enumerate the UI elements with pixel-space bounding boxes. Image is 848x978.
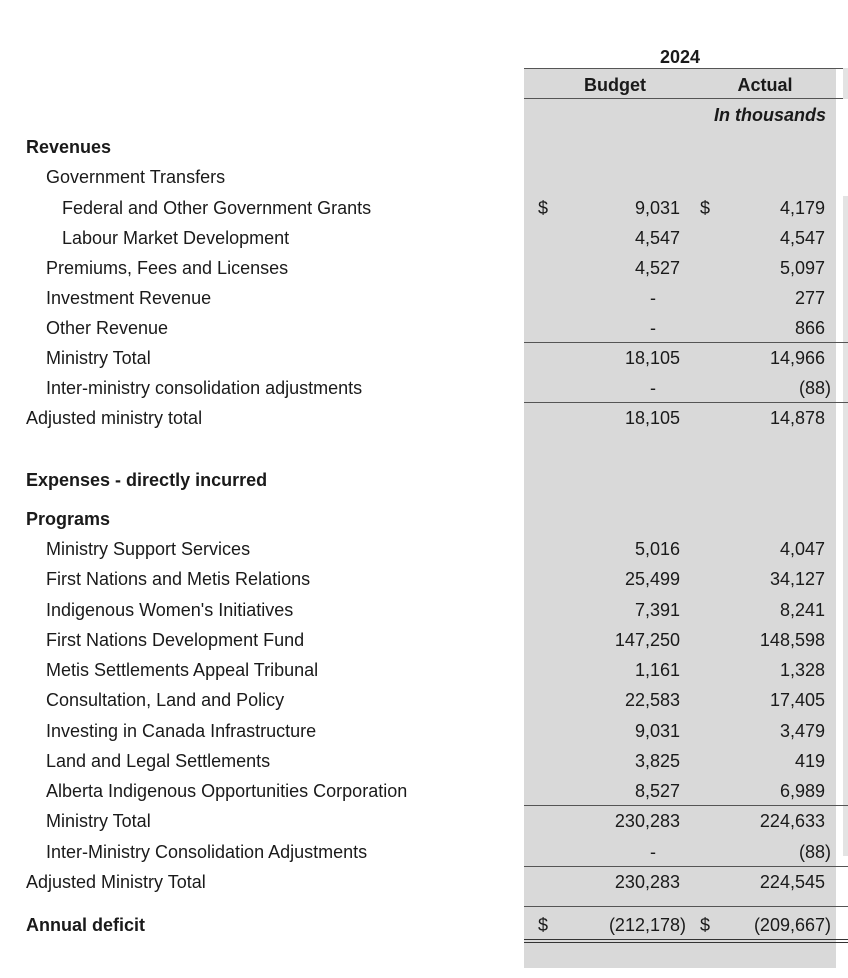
budget-value: - <box>650 842 656 862</box>
currency-symbol: $ <box>700 915 711 935</box>
actual-value: 34,127 <box>769 569 825 589</box>
row-label: Other Revenue <box>46 318 169 338</box>
subtotal-rule <box>524 805 848 806</box>
actual-value: 4,047 <box>779 539 825 559</box>
next-column-edge <box>843 196 848 856</box>
budget-value: 4,527 <box>634 258 680 278</box>
double-underline-upper <box>524 939 848 940</box>
row-label: Premiums, Fees and Licenses <box>46 258 289 278</box>
section-heading-programs: Programs <box>26 509 111 529</box>
actual-value: 8,241 <box>779 600 825 620</box>
actual-value: 3,479 <box>779 721 825 741</box>
budget-value: 8,527 <box>634 781 680 801</box>
section-heading-revenues: Revenues <box>26 137 112 157</box>
section-heading-expenses: Expenses - directly incurred <box>26 470 268 490</box>
budget-value: (212,178) <box>608 915 686 935</box>
actual-value: 5,097 <box>779 258 825 278</box>
budget-value: 9,031 <box>634 198 680 218</box>
actual-value: 4,547 <box>779 228 825 248</box>
budget-value: - <box>650 288 656 308</box>
budget-column-header: Budget <box>584 75 646 95</box>
currency-symbol: $ <box>700 198 711 218</box>
budget-value: 18,105 <box>624 408 680 428</box>
budget-value: 25,499 <box>624 569 680 589</box>
budget-value: - <box>650 318 656 338</box>
row-label: Land and Legal Settlements <box>46 751 271 771</box>
row-label: First Nations and Metis Relations <box>46 569 311 589</box>
actual-value: 17,405 <box>769 690 825 710</box>
next-column-edge <box>843 68 848 99</box>
actual-value: 6,989 <box>779 781 825 801</box>
budget-value: 1,161 <box>634 660 680 680</box>
currency-symbol: $ <box>538 198 549 218</box>
year-underline <box>524 68 848 69</box>
subtotal-rule <box>524 342 848 343</box>
actual-value: 14,966 <box>769 348 825 368</box>
units-note: In thousands <box>714 105 826 125</box>
row-label: Adjusted ministry total <box>26 408 203 428</box>
actual-value: 224,633 <box>759 811 825 831</box>
actual-value: 866 <box>794 318 825 338</box>
row-label: Investment Revenue <box>46 288 212 308</box>
actual-value: (88) <box>798 378 831 398</box>
budget-value: 147,250 <box>614 630 680 650</box>
row-label: Ministry Support Services <box>46 539 251 559</box>
budget-value: 22,583 <box>624 690 680 710</box>
actual-value: 4,179 <box>779 198 825 218</box>
budget-value: 5,016 <box>634 539 680 559</box>
budget-value: 3,825 <box>634 751 680 771</box>
actual-column-header: Actual <box>737 75 793 95</box>
budget-value: 9,031 <box>634 721 680 741</box>
double-underline-lower <box>524 942 848 943</box>
row-label: Metis Settlements Appeal Tribunal <box>46 660 319 680</box>
total-rule <box>524 866 848 867</box>
budget-value: 230,283 <box>614 811 680 831</box>
row-label-annual-deficit: Annual deficit <box>26 915 146 935</box>
row-label: Government Transfers <box>46 167 226 187</box>
currency-symbol: $ <box>538 915 549 935</box>
budget-value: 230,283 <box>614 872 680 892</box>
row-label: First Nations Development Fund <box>46 630 305 650</box>
data-column-shading <box>524 68 836 968</box>
row-label: Federal and Other Government Grants <box>62 198 372 218</box>
row-label: Inter-Ministry Consolidation Adjustments <box>46 842 368 862</box>
actual-value: 224,545 <box>759 872 825 892</box>
row-label: Consultation, Land and Policy <box>46 690 285 710</box>
total-rule <box>524 402 848 403</box>
row-label: Adjusted Ministry Total <box>26 872 206 892</box>
deficit-top-rule <box>524 906 848 907</box>
row-label: Investing in Canada Infrastructure <box>46 721 317 741</box>
actual-value: 14,878 <box>769 408 825 428</box>
budget-value: - <box>650 378 656 398</box>
budget-value: 4,547 <box>634 228 680 248</box>
row-label: Ministry Total <box>46 348 151 368</box>
header-underline <box>524 98 848 99</box>
row-label: Alberta Indigenous Opportunities Corpora… <box>46 781 408 801</box>
actual-value: 1,328 <box>779 660 825 680</box>
budget-value: 7,391 <box>634 600 680 620</box>
row-label: Inter-ministry consolidation adjustments <box>46 378 363 398</box>
actual-value: (209,667) <box>753 915 831 935</box>
row-label: Ministry Total <box>46 811 151 831</box>
actual-value: 419 <box>794 751 825 771</box>
actual-value: (88) <box>798 842 831 862</box>
actual-value: 148,598 <box>759 630 825 650</box>
year-header: 2024 <box>659 47 701 67</box>
budget-value: 18,105 <box>624 348 680 368</box>
row-label: Labour Market Development <box>62 228 290 248</box>
actual-value: 277 <box>794 288 825 308</box>
row-label: Indigenous Women's Initiatives <box>46 600 294 620</box>
